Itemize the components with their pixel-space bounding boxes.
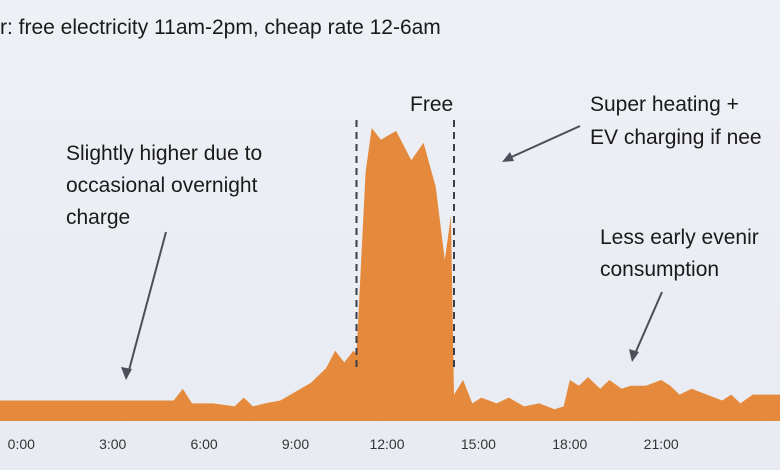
- consumption-area: [0, 128, 780, 421]
- heating-arrow-head: [502, 152, 514, 162]
- heating-arrow: [502, 125, 581, 162]
- x-tick-label: 3:00: [99, 436, 126, 452]
- overnight-arrow-head: [121, 367, 132, 380]
- overnight-annotation-line-1: Slightly higher due to: [66, 142, 262, 165]
- heating-arrow-shaft: [506, 125, 581, 160]
- overnight-arrow: [121, 231, 167, 380]
- overnight-annotation-line-3: charge: [66, 206, 130, 229]
- x-tick-label: 9:00: [282, 436, 309, 452]
- x-tick-label: 21:00: [644, 436, 679, 452]
- evening-annotation-line-2: consumption: [600, 258, 719, 281]
- slide-title: r: free electricity 11am-2pm, cheap rate…: [0, 16, 441, 39]
- evening-arrow-head: [629, 349, 639, 362]
- x-tick-label: 15:00: [461, 436, 496, 452]
- x-tick-label: 12:00: [369, 436, 404, 452]
- overnight-annotation-line-2: occasional overnight: [66, 174, 258, 197]
- x-tick-label: 18:00: [552, 436, 587, 452]
- overnight-arrow-shaft: [127, 231, 167, 375]
- free-period-label: Free: [410, 93, 453, 116]
- heating-annotation-line-1: Super heating +: [590, 93, 739, 116]
- x-tick-label: 6:00: [190, 436, 217, 452]
- heating-annotation-line-2: EV charging if nee: [590, 126, 762, 149]
- evening-annotation-line-1: Less early evenir: [600, 226, 759, 249]
- evening-arrow-shaft: [633, 291, 663, 357]
- x-tick-label: 0:00: [8, 436, 35, 452]
- x-axis-ticks: 0:00 3:00 6:00 9:00 12:00 15:00 18:00 21:00: [8, 436, 679, 452]
- evening-arrow: [629, 291, 663, 362]
